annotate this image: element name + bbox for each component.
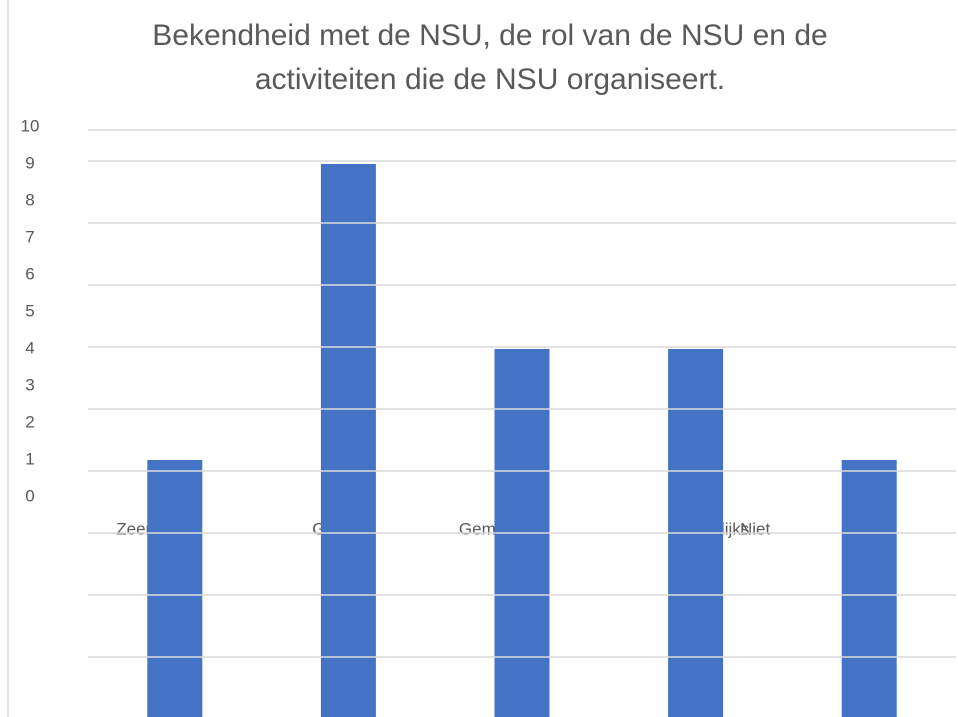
chart-title: Bekendheid met de NSU, de rol van de NSU… <box>152 19 828 96</box>
y-tick-label: 5 <box>25 301 34 320</box>
y-tick-label: 7 <box>25 227 34 246</box>
bar <box>320 164 376 717</box>
y-tick-label: 4 <box>25 338 34 357</box>
y-tick-label: 3 <box>25 375 34 394</box>
y-tick-label: 2 <box>25 412 34 431</box>
y-tick-label: 8 <box>25 190 34 209</box>
x-tick-label: Niet <box>740 519 771 538</box>
y-tick-label: 9 <box>25 153 34 172</box>
y-tick-label: 6 <box>25 264 34 283</box>
y-tick-label: 0 <box>25 486 34 505</box>
y-tick-label: 10 <box>21 116 40 135</box>
bar <box>841 460 897 717</box>
y-tick-label: 1 <box>25 449 34 468</box>
bar <box>147 460 203 717</box>
